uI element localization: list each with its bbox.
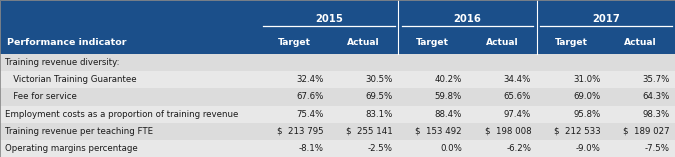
Text: 2017: 2017 — [592, 14, 620, 24]
Text: Performance indicator: Performance indicator — [7, 38, 126, 47]
Text: 67.6%: 67.6% — [296, 92, 323, 101]
Text: $  213 795: $ 213 795 — [277, 127, 323, 136]
Text: Actual: Actual — [624, 38, 657, 47]
Text: -6.2%: -6.2% — [506, 144, 531, 153]
Text: 40.2%: 40.2% — [435, 75, 462, 84]
Text: $  153 492: $ 153 492 — [415, 127, 462, 136]
Text: 83.1%: 83.1% — [365, 110, 393, 119]
Text: 2015: 2015 — [315, 14, 343, 24]
Text: Training revenue diversity:: Training revenue diversity: — [5, 58, 120, 67]
Text: Actual: Actual — [486, 38, 518, 47]
Bar — [0, 140, 675, 157]
Bar — [0, 54, 675, 71]
Text: 95.8%: 95.8% — [573, 110, 601, 119]
Text: -9.0%: -9.0% — [576, 144, 601, 153]
Text: $  255 141: $ 255 141 — [346, 127, 393, 136]
Text: Victorian Training Guarantee: Victorian Training Guarantee — [5, 75, 137, 84]
Text: 97.4%: 97.4% — [504, 110, 531, 119]
Text: Target: Target — [555, 38, 588, 47]
Bar — [0, 0, 675, 31]
Text: 64.3%: 64.3% — [642, 92, 670, 101]
Text: Employment costs as a proportion of training revenue: Employment costs as a proportion of trai… — [5, 110, 239, 119]
Text: 65.6%: 65.6% — [504, 92, 531, 101]
Text: 69.5%: 69.5% — [366, 92, 393, 101]
Text: -7.5%: -7.5% — [645, 144, 670, 153]
Text: $  212 533: $ 212 533 — [554, 127, 601, 136]
Text: 30.5%: 30.5% — [365, 75, 393, 84]
Text: $  198 008: $ 198 008 — [485, 127, 531, 136]
Text: 34.4%: 34.4% — [504, 75, 531, 84]
Text: Target: Target — [278, 38, 311, 47]
Text: $  189 027: $ 189 027 — [623, 127, 670, 136]
Bar — [0, 88, 675, 106]
Text: 35.7%: 35.7% — [642, 75, 670, 84]
Bar — [0, 31, 675, 54]
Text: -8.1%: -8.1% — [298, 144, 323, 153]
Text: 69.0%: 69.0% — [573, 92, 601, 101]
Text: -2.5%: -2.5% — [368, 144, 393, 153]
Text: 98.3%: 98.3% — [643, 110, 670, 119]
Text: Operating margins percentage: Operating margins percentage — [5, 144, 138, 153]
Bar — [0, 106, 675, 123]
Bar — [0, 123, 675, 140]
Bar — [0, 71, 675, 88]
Text: 0.0%: 0.0% — [440, 144, 462, 153]
Text: 2016: 2016 — [454, 14, 481, 24]
Text: Actual: Actual — [348, 38, 380, 47]
Text: 88.4%: 88.4% — [435, 110, 462, 119]
Text: 31.0%: 31.0% — [573, 75, 601, 84]
Text: 75.4%: 75.4% — [296, 110, 323, 119]
Text: Training revenue per teaching FTE: Training revenue per teaching FTE — [5, 127, 153, 136]
Text: Fee for service: Fee for service — [5, 92, 77, 101]
Text: 32.4%: 32.4% — [296, 75, 323, 84]
Text: 59.8%: 59.8% — [435, 92, 462, 101]
Text: Target: Target — [416, 38, 450, 47]
